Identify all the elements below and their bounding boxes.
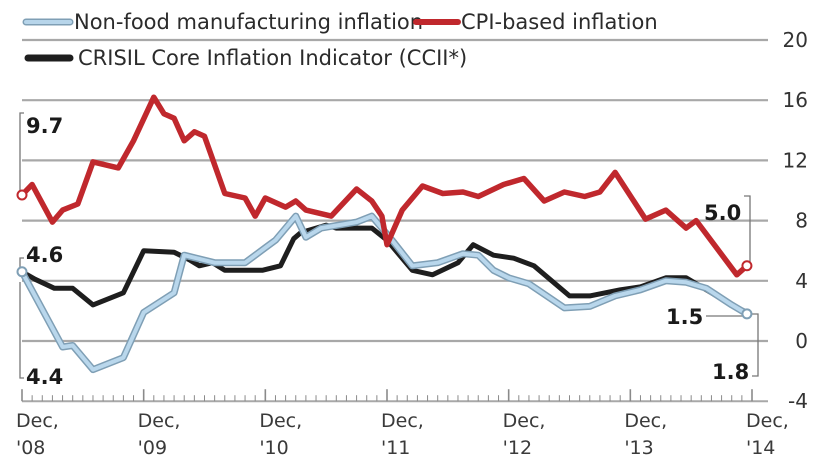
annotation-nonfood-end: 1.5 — [666, 305, 703, 329]
bracket-ccii-end — [752, 313, 759, 377]
y-axis-ticks: 20 16 12 8 4 0 -4 — [783, 28, 808, 413]
y-tick-label: -4 — [788, 389, 808, 413]
x-tick-label-month: Dec, — [259, 410, 302, 432]
x-tick-label-year: '12 — [503, 437, 532, 459]
x-tick-label-month: Dec, — [16, 410, 59, 432]
x-tick-label-year: '13 — [624, 437, 653, 459]
gridlines — [22, 38, 768, 343]
line-cpi — [19, 94, 750, 278]
x-tick-label-month: Dec, — [624, 410, 667, 432]
y-tick-label: 4 — [795, 269, 808, 293]
line-ccii — [19, 222, 750, 315]
x-tick-label-year: '14 — [746, 437, 775, 459]
y-tick-label: 12 — [783, 148, 808, 172]
marker-nonfood-end — [741, 308, 753, 320]
marker-cpi-end — [741, 260, 753, 272]
y-tick-label: 8 — [795, 209, 808, 233]
bracket-cpi-end — [744, 195, 751, 268]
annotation-ccii-end: 1.8 — [712, 360, 749, 384]
annotation-brackets — [19, 112, 759, 379]
bracket-nonfood-min — [19, 282, 24, 379]
legend-label-nonfood: Non-food manufacturing inflation — [74, 10, 423, 34]
x-tick-label-month: Dec, — [381, 410, 424, 432]
annotation-cpi-end: 5.0 — [704, 201, 741, 225]
y-tick-label: 20 — [783, 28, 808, 52]
legend: Non-food manufacturing inflation CPI-bas… — [22, 10, 658, 70]
marker-cpi-start — [16, 189, 28, 201]
x-tick-label-month: Dec, — [746, 410, 789, 432]
x-tick-label-year: '10 — [259, 437, 288, 459]
x-tick-label-month: Dec, — [138, 410, 181, 432]
x-tick-label-month: Dec, — [503, 410, 546, 432]
annotation-ccii-start: 4.6 — [26, 243, 63, 267]
x-tick-label-year: '09 — [138, 437, 167, 459]
legend-label-cpi: CPI-based inflation — [461, 10, 658, 34]
data-annotations: 9.7 4.6 4.4 5.0 1.5 1.8 — [26, 114, 749, 389]
marker-nonfood-start — [16, 266, 28, 278]
x-tick-label-year: '11 — [381, 437, 410, 459]
x-axis: Dec, '08 Dec, '09 Dec, '10 Dec, '11 Dec, '12 Dec, '… — [16, 389, 789, 459]
x-tick-label-year: '08 — [16, 437, 45, 459]
series-lines — [18, 94, 751, 374]
annotation-cpi-start: 9.7 — [26, 114, 63, 138]
bracket-cpi-start — [19, 112, 24, 192]
legend-label-ccii: CRISIL Core Inflation Indicator (CCII*) — [78, 46, 467, 70]
y-tick-label: 0 — [795, 329, 808, 353]
end-markers — [16, 189, 753, 320]
annotation-nonfood-min: 4.4 — [26, 365, 63, 389]
y-tick-label: 16 — [783, 88, 808, 112]
